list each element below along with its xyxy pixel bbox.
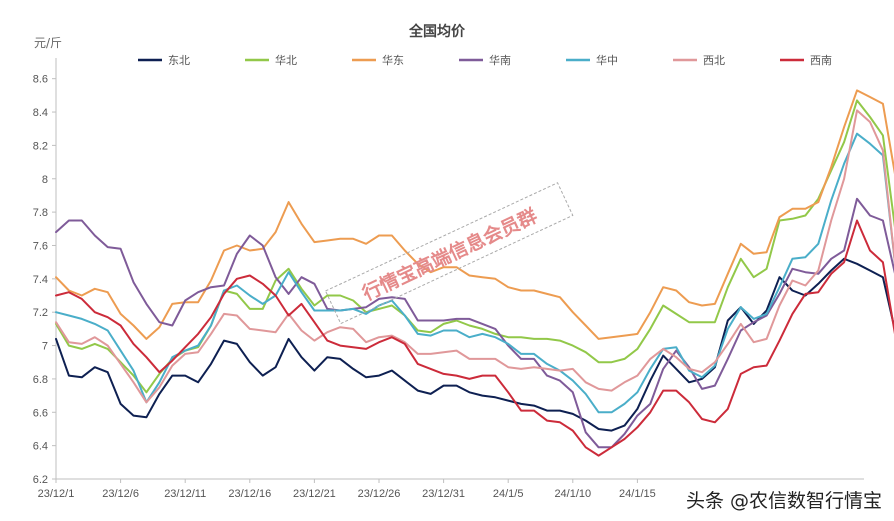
y-tick-label: 8 (42, 174, 48, 186)
legend-label: 华东 (382, 53, 404, 67)
series-line-5 (55, 109, 894, 404)
x-tick-label: 24/1/10 (554, 488, 591, 500)
legend-label: 东北 (168, 54, 190, 67)
x-tick-label: 23/12/21 (293, 488, 336, 500)
legend-label: 华南 (489, 53, 511, 67)
y-tick-label: 8.2 (33, 140, 48, 152)
x-tick-label: 24/1/5 (493, 488, 524, 500)
legend-label: 西北 (703, 54, 725, 67)
legend-label: 华北 (275, 53, 297, 67)
legend-label: 华中 (596, 53, 618, 67)
chart-title: 全国均价 (408, 23, 466, 40)
y-tick-label: 7 (42, 341, 48, 353)
x-tick-label: 24/1/15 (619, 488, 656, 500)
series-line-4 (55, 132, 894, 414)
watermark-text: 行情宝高端信息会员群 (358, 204, 541, 306)
y-tick-label: 7.8 (33, 207, 48, 219)
y-axis-unit: 元/斤 (34, 36, 62, 50)
x-tick-label: 23/12/6 (102, 488, 139, 500)
y-tick-label: 7.2 (33, 307, 48, 319)
series-line-3 (55, 197, 894, 449)
series-line-2 (55, 89, 894, 340)
x-axis: 23/12/1 23/12/6 23/12/11 23/12/16 23/12/21 23… (38, 478, 864, 500)
series-line-0 (55, 257, 894, 432)
y-tick-label: 7.6 (33, 240, 48, 252)
series-line-6 (55, 219, 894, 457)
x-tick-label: 23/12/26 (358, 488, 401, 500)
y-tick-label: 6.4 (33, 441, 48, 453)
y-tick-label: 6.8 (33, 374, 48, 386)
y-tick-label: 8.6 (33, 74, 48, 86)
x-tick-label: 23/12/16 (228, 488, 271, 500)
y-tick-label: 7.4 (33, 274, 48, 286)
x-tick-label: 23/12/1 (38, 488, 75, 500)
legend-label: 西南 (810, 54, 832, 67)
y-tick-label: 8.4 (33, 107, 48, 119)
source-credit: 头条 @农信数智行情宝 (685, 490, 882, 512)
y-tick-label: 6.2 (33, 474, 48, 486)
x-tick-label: 23/12/11 (164, 488, 206, 500)
legend: 东北 华北 华东 华南 华中 西北 西南 (138, 53, 832, 67)
y-axis: 6.2 6.4 6.6 6.8 7 7.2 7.4 7.6 7.8 8 8.2 8.4 8.6 (33, 58, 57, 486)
watermark: 行情宝高端信息会员群 (324, 182, 574, 325)
y-tick-label: 6.6 (33, 407, 48, 419)
series-layer (55, 89, 894, 457)
x-tick-label: 23/12/31 (422, 488, 465, 500)
